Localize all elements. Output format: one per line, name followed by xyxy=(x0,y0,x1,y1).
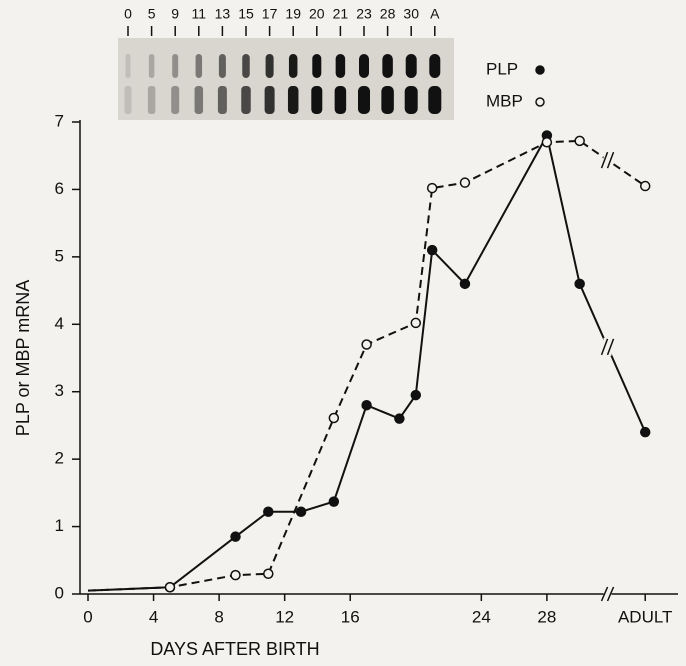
plp-band xyxy=(219,54,226,78)
legend-label: PLP xyxy=(486,59,518,78)
series-line xyxy=(88,135,645,590)
y-tick-label: 6 xyxy=(55,179,64,198)
point xyxy=(428,184,437,193)
series-line xyxy=(88,141,645,591)
point xyxy=(542,138,551,147)
x-tick-label: 4 xyxy=(149,607,158,626)
plp-band xyxy=(149,54,155,78)
point xyxy=(641,428,650,437)
page: {"chart_data": { "type": "line", "blot":… xyxy=(0,0,686,666)
x-tick-label: 0 xyxy=(83,607,92,626)
x-tick-label: 8 xyxy=(214,607,223,626)
y-tick-label: 3 xyxy=(55,381,64,400)
point xyxy=(428,246,437,255)
mbp-band xyxy=(218,86,227,114)
plp-band xyxy=(126,54,131,78)
y-tick-label: 1 xyxy=(55,516,64,535)
plp-band xyxy=(172,54,178,78)
legend-label: MBP xyxy=(486,91,523,110)
point xyxy=(362,401,371,410)
mbp-band xyxy=(428,86,441,114)
lane-label: 15 xyxy=(238,6,254,22)
lane-label: 0 xyxy=(124,6,132,22)
y-tick-label: 0 xyxy=(55,583,64,602)
point xyxy=(575,136,584,145)
lane-label: 17 xyxy=(262,6,278,22)
lane-label: 11 xyxy=(192,6,207,22)
y-tick-label: 2 xyxy=(55,449,64,468)
mbp-band xyxy=(265,86,275,114)
point xyxy=(411,391,420,400)
point xyxy=(395,414,404,423)
plp-band xyxy=(242,54,250,78)
plp-band xyxy=(336,54,346,78)
point xyxy=(411,318,420,327)
plp-band xyxy=(289,54,298,78)
plp-band xyxy=(429,54,440,78)
lane-label: 5 xyxy=(148,6,156,22)
lane-label: 23 xyxy=(356,6,372,22)
x-tick-label: 24 xyxy=(472,607,491,626)
x-tick-label: ADULT xyxy=(618,607,672,626)
mbp-band xyxy=(241,86,251,114)
point xyxy=(362,340,371,349)
point xyxy=(264,569,273,578)
lane-label: 20 xyxy=(309,6,325,22)
plp-band xyxy=(312,54,321,78)
mbp-band xyxy=(335,86,347,114)
mbp-band xyxy=(381,86,394,114)
plp-band xyxy=(266,54,274,78)
lane-label: 9 xyxy=(171,6,179,22)
point xyxy=(297,507,306,516)
y-tick-label: 5 xyxy=(55,246,64,265)
mbp-band xyxy=(195,86,204,114)
lane-label: 30 xyxy=(403,6,419,22)
point xyxy=(329,414,338,423)
mbp-band xyxy=(171,86,179,114)
blot-background xyxy=(118,38,454,120)
x-axis-label: DAYS AFTER BIRTH xyxy=(150,639,319,659)
point xyxy=(231,571,240,580)
lane-label: 13 xyxy=(215,6,231,22)
lane-label: A xyxy=(430,6,440,22)
y-axis-label: PLP or MBP mRNA xyxy=(13,280,33,436)
point xyxy=(329,497,338,506)
mbp-band xyxy=(288,86,299,114)
point xyxy=(231,532,240,541)
mbp-band xyxy=(405,86,418,114)
plp-band xyxy=(196,54,203,78)
point xyxy=(575,279,584,288)
x-tick-label: 12 xyxy=(275,607,294,626)
point xyxy=(641,182,650,191)
mbp-band xyxy=(125,86,132,114)
plp-band xyxy=(359,54,369,78)
legend-marker xyxy=(536,98,544,106)
lane-label: 19 xyxy=(285,6,301,22)
plp-band xyxy=(406,54,417,78)
point xyxy=(264,507,273,516)
x-tick-label: 16 xyxy=(341,607,360,626)
y-tick-label: 7 xyxy=(55,111,64,130)
plp-band xyxy=(382,54,393,78)
legend-marker xyxy=(536,66,544,74)
lane-label: 28 xyxy=(380,6,396,22)
mbp-band xyxy=(358,86,370,114)
lane-label: 21 xyxy=(333,6,349,22)
chart: DAYS AFTER BIRTH PLP or MBP mRNA 0591113… xyxy=(0,0,686,666)
mbp-band xyxy=(311,86,322,114)
mbp-band xyxy=(148,86,156,114)
point xyxy=(460,279,469,288)
x-tick-label: 28 xyxy=(537,607,556,626)
point xyxy=(165,583,174,592)
y-tick-label: 4 xyxy=(55,314,64,333)
point xyxy=(460,178,469,187)
